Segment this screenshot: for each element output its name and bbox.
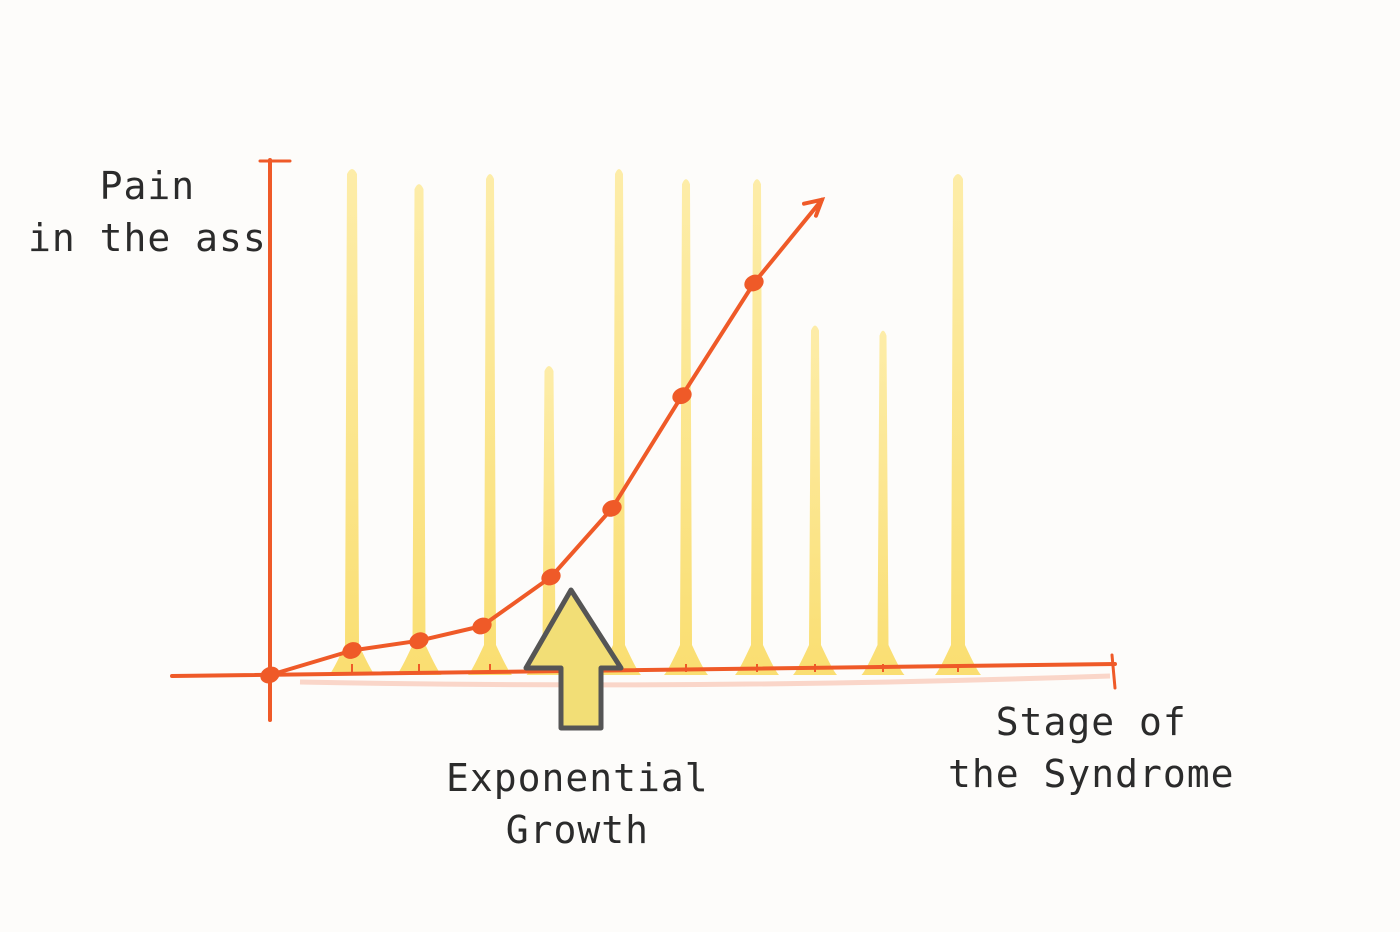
x-axis-label: Stage of the Syndrome	[948, 696, 1235, 800]
data-point	[744, 274, 764, 292]
data-point	[672, 387, 692, 405]
data-point	[602, 500, 622, 517]
background-bars	[329, 169, 981, 676]
data-point	[409, 632, 429, 650]
axes	[170, 158, 1117, 722]
background-bar	[396, 184, 442, 675]
x-axis-shadow	[299, 673, 1111, 688]
x-axis-label-line-2: the Syndrome	[948, 752, 1235, 796]
annotation-label: Exponential Growth	[446, 752, 709, 856]
background-bar	[793, 325, 837, 675]
background-bar	[329, 169, 375, 675]
y-axis-label-line-2: in the ass	[28, 216, 267, 260]
background-bar	[597, 169, 641, 675]
background-bar	[861, 330, 905, 675]
up-arrow-icon	[523, 587, 624, 731]
series-points	[260, 274, 764, 684]
background-bar	[526, 365, 572, 675]
background-bar	[735, 179, 779, 675]
background-bar	[468, 174, 512, 676]
x-axis-label-line-1: Stage of	[995, 700, 1187, 744]
y-axis-label-line-1: Pain	[99, 164, 196, 208]
data-point	[260, 666, 280, 684]
y-axis-label: Pain in the ass	[28, 160, 267, 264]
annotation-line-2: Growth	[505, 808, 649, 852]
background-bar	[935, 174, 981, 676]
data-point	[472, 617, 492, 635]
annotation-line-1: Exponential	[446, 756, 709, 800]
x-axis-tick-end	[1110, 653, 1117, 690]
data-point	[541, 568, 561, 586]
annotation-arrow	[523, 587, 624, 731]
background-bar	[664, 179, 708, 675]
data-point	[342, 642, 362, 659]
series-line-tip	[802, 196, 826, 218]
